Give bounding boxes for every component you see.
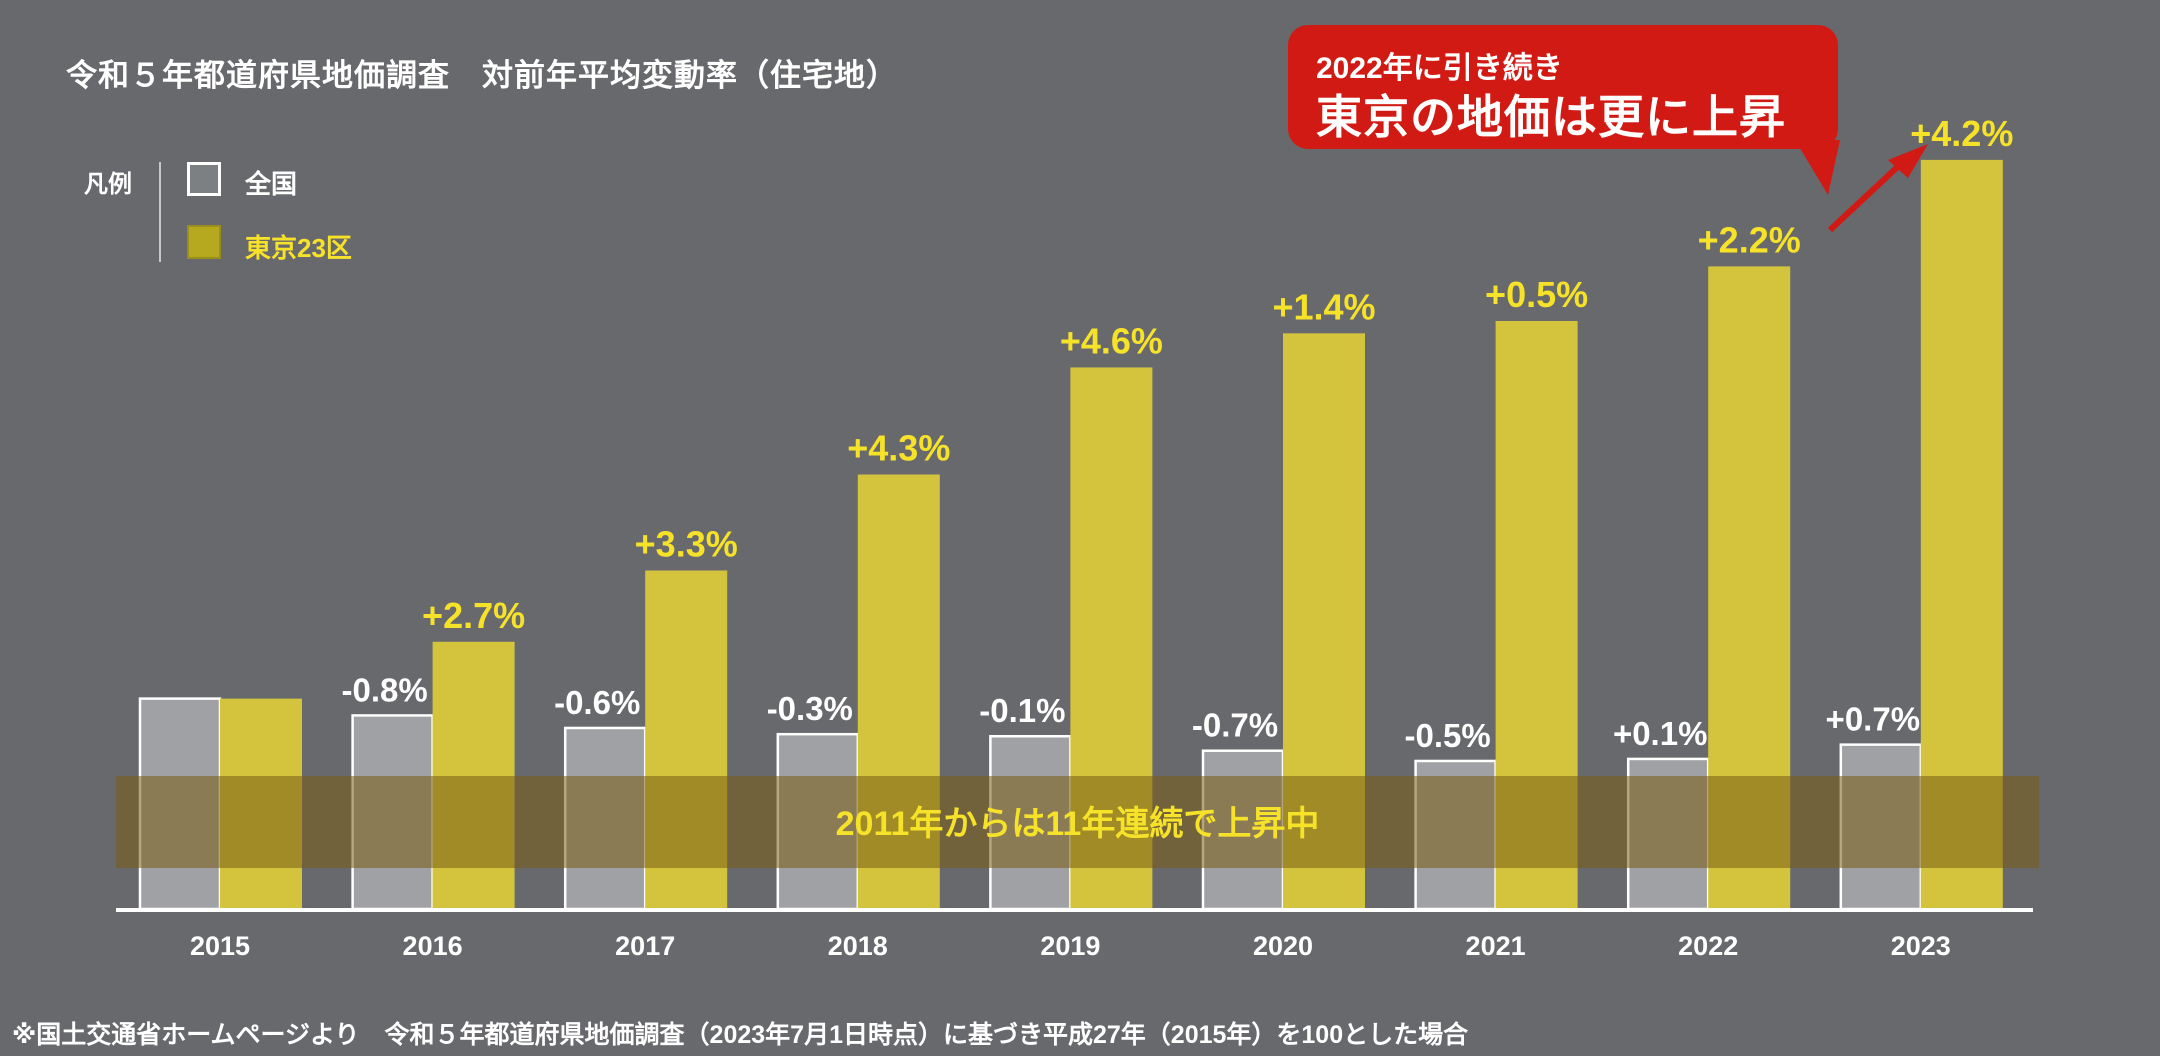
x-tick-label: 2020 (1253, 931, 1313, 961)
legend-divider (159, 162, 161, 262)
legend-title: 凡例 (84, 171, 132, 198)
data-label-national: -0.7% (1192, 707, 1278, 744)
trend-arrow-shaft (1827, 157, 1908, 233)
legend-swatch-tokyo (187, 225, 221, 259)
x-tick-label: 2022 (1678, 931, 1738, 961)
band-text: 2011年からは11年連続で上昇中 (835, 805, 1320, 843)
legend-label-national: 全国 (245, 169, 298, 199)
trend-arrow-head (1888, 144, 1928, 178)
data-label-national: +0.7% (1826, 701, 1921, 738)
x-tick-label: 2015 (190, 931, 250, 961)
x-tick-label: 2021 (1466, 931, 1526, 961)
data-label-tokyo: +4.3% (847, 428, 950, 469)
data-label-national: -0.8% (341, 671, 427, 708)
callout-line1: 2022年に引き続き (1316, 52, 1563, 85)
chart-title: 令和５年都道府県地価調査 対前年平均変動率（住宅地） (66, 58, 898, 93)
x-tick-label: 2023 (1891, 931, 1951, 961)
data-label-tokyo: +2.2% (1698, 219, 1801, 260)
data-label-tokyo: +2.7% (422, 595, 525, 636)
data-label-tokyo: +4.6% (1060, 320, 1163, 361)
data-label-national: -0.1% (979, 692, 1065, 729)
x-tick-label: 2018 (828, 931, 888, 961)
x-tick-label: 2019 (1040, 931, 1100, 961)
x-tick-label: 2017 (615, 931, 675, 961)
callout-line2: 東京の地価は更に上昇 (1316, 91, 1786, 143)
data-label-national: -0.5% (1404, 717, 1490, 754)
x-axis-line (116, 908, 2033, 912)
bar-tokyo (432, 641, 515, 909)
footnote: ※国土交通省ホームページより 令和５年都道府県地価調査（2023年7月1日時点）… (12, 1021, 1469, 1049)
x-tick-label: 2016 (403, 931, 463, 961)
callout-box: 2022年に引き続き 東京の地価は更に上昇 (1288, 25, 1838, 149)
callout-tail (1795, 140, 1840, 195)
data-label-national: -0.6% (554, 684, 640, 721)
data-label-national: +0.1% (1613, 715, 1708, 752)
data-label-tokyo: +0.5% (1485, 274, 1588, 315)
highlight-band (116, 776, 2039, 868)
legend-label-tokyo: 東京23区 (245, 233, 352, 263)
data-label-tokyo: +1.4% (1272, 286, 1375, 327)
data-label-tokyo: +3.3% (635, 523, 738, 564)
data-label-tokyo: +4.2% (1910, 113, 2013, 154)
data-label-national: -0.3% (767, 690, 853, 727)
legend-swatch-national (187, 162, 221, 196)
